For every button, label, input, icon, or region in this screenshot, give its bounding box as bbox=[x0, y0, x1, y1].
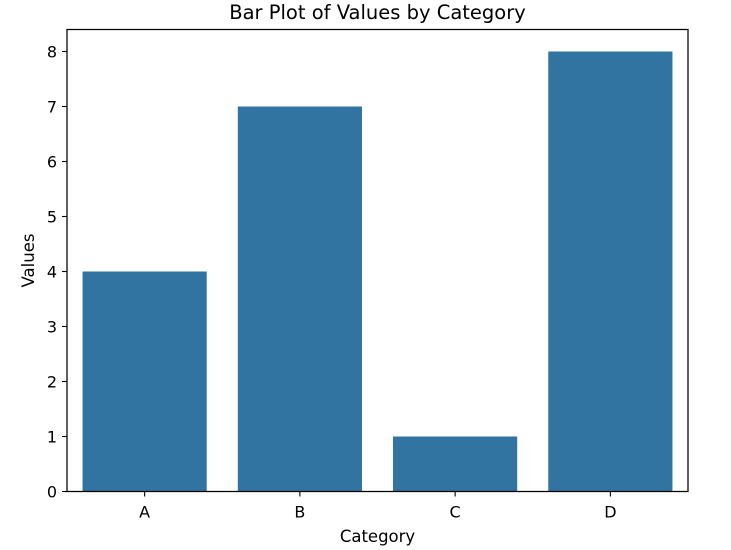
x-axis-label: Category bbox=[340, 527, 416, 546]
x-tick-label: B bbox=[294, 503, 305, 522]
y-axis-label: Values bbox=[19, 234, 38, 288]
y-tick-label: 6 bbox=[47, 153, 57, 172]
bars-group bbox=[82, 51, 673, 492]
y-tick-label: 1 bbox=[47, 428, 57, 447]
x-axis-ticks: A B C D bbox=[139, 491, 617, 522]
y-tick-label: 4 bbox=[47, 263, 57, 282]
y-tick-label: 8 bbox=[47, 43, 57, 62]
y-axis-ticks: 0 1 2 3 4 5 6 7 8 bbox=[47, 43, 67, 502]
y-tick-label: 3 bbox=[47, 318, 57, 337]
y-tick-label: 5 bbox=[47, 208, 57, 227]
bar-B bbox=[237, 106, 362, 492]
plot-frame bbox=[66, 28, 689, 493]
y-tick-label: 7 bbox=[47, 98, 57, 117]
bar-C bbox=[393, 436, 518, 492]
x-tick-label: C bbox=[450, 503, 461, 522]
y-tick-label: 0 bbox=[47, 483, 57, 502]
bar-D bbox=[548, 51, 673, 492]
y-tick-label: 2 bbox=[47, 373, 57, 392]
bar-A bbox=[82, 271, 207, 492]
chart-title: Bar Plot of Values by Category bbox=[229, 1, 526, 24]
x-tick-label: D bbox=[604, 503, 616, 522]
x-tick-label: A bbox=[139, 503, 150, 522]
